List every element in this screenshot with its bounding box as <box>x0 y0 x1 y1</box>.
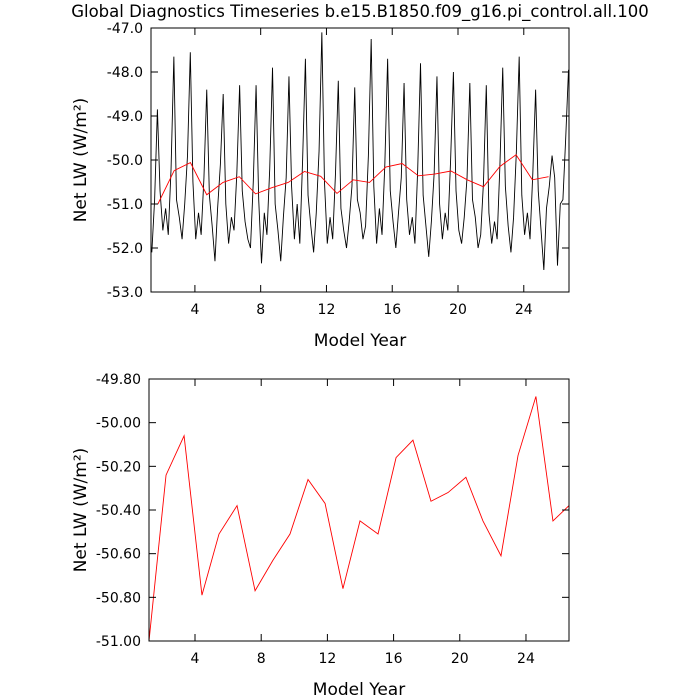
x-axis-label: Model Year <box>313 680 405 700</box>
y-tick-label: -47.0 <box>107 21 143 37</box>
y-axis-label: Net LW (W/m²) <box>71 448 91 573</box>
x-tick-label: 4 <box>191 651 200 667</box>
y-tick-label: -50.00 <box>96 416 141 432</box>
x-tick-label: 16 <box>385 651 403 667</box>
x-tick-label: 4 <box>190 302 199 318</box>
x-tick-label: 8 <box>256 302 265 318</box>
x-tick-label: 24 <box>517 651 535 667</box>
y-tick-label: -49.80 <box>96 372 141 388</box>
x-axis-label: Model Year <box>314 331 406 351</box>
x-tick-label: 20 <box>451 651 469 667</box>
y-tick-label: -50.60 <box>96 547 141 563</box>
x-tick-label: 20 <box>449 302 467 318</box>
x-tick-label: 12 <box>318 302 336 318</box>
chart-title: Global Diagnostics Timeseries b.e15.B185… <box>71 2 649 22</box>
x-tick-label: 8 <box>257 651 266 667</box>
y-tick-label: -50.0 <box>107 153 143 169</box>
x-tick-label: 24 <box>515 302 533 318</box>
plot-frame <box>148 378 570 642</box>
y-tick-label: -49.0 <box>107 109 143 125</box>
y-tick-label: -48.0 <box>107 65 143 81</box>
plot-frame <box>150 27 570 293</box>
y-tick-label: -50.20 <box>96 459 141 475</box>
y-tick-label: -50.40 <box>96 503 141 519</box>
x-tick-label: 12 <box>318 651 336 667</box>
series-line <box>151 32 569 271</box>
y-tick-label: -53.0 <box>107 285 143 301</box>
y-tick-label: -51.0 <box>107 197 143 213</box>
x-tick-label: 16 <box>383 302 401 318</box>
series-line <box>157 154 549 205</box>
y-axis-label: Net LW (W/m²) <box>71 98 91 223</box>
y-tick-label: -50.80 <box>96 590 141 606</box>
series-line <box>149 396 569 641</box>
y-tick-label: -52.0 <box>107 241 143 257</box>
y-tick-label: -51.00 <box>96 634 141 650</box>
